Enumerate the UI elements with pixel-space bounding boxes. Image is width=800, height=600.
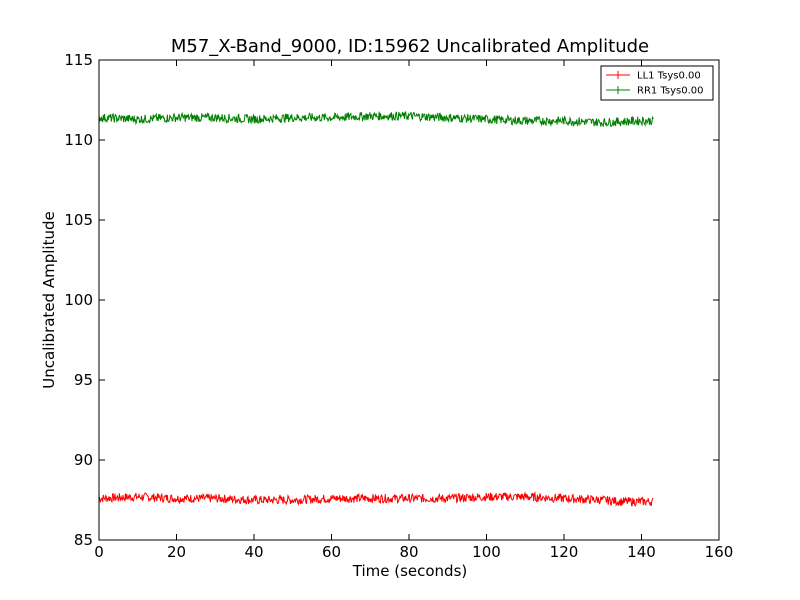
x-tick-label: 20	[167, 543, 186, 561]
y-tick-label: 105	[64, 211, 93, 229]
x-tick-label: 160	[705, 543, 734, 561]
chart-title: M57_X-Band_9000, ID:15962 Uncalibrated A…	[171, 36, 649, 57]
legend-label: RR1 Tsys0.00	[637, 86, 704, 97]
x-tick-label: 0	[94, 543, 104, 561]
legend: LL1 Tsys0.00 RR1 Tsys0.00	[600, 65, 714, 101]
y-axis-label: Uncalibrated Amplitude	[40, 211, 58, 388]
y-tick-label: 110	[64, 131, 93, 149]
series-line-2	[98, 111, 654, 128]
axis-ticks: 0 20 40 60 80 100 120 140 160 85 90 95 100 105 110 115	[64, 51, 733, 561]
x-tick-label: 40	[244, 543, 263, 561]
y-tick-label: 90	[74, 451, 93, 469]
x-tick-label: 80	[399, 543, 418, 561]
series-layer	[98, 111, 654, 507]
x-tick-label: 60	[322, 543, 341, 561]
series-line-1	[98, 491, 654, 507]
y-tick-label: 115	[64, 51, 93, 69]
legend-box	[600, 65, 714, 101]
x-tick-label: 140	[627, 543, 656, 561]
y-tick-label: 95	[74, 371, 93, 389]
x-tick-label: 100	[472, 543, 501, 561]
x-tick-label: 120	[550, 543, 579, 561]
y-tick-label: 85	[74, 531, 93, 549]
legend-label: LL1 Tsys0.00	[637, 71, 701, 82]
x-axis-label: Time (seconds)	[352, 562, 468, 580]
y-tick-label: 100	[64, 291, 93, 309]
